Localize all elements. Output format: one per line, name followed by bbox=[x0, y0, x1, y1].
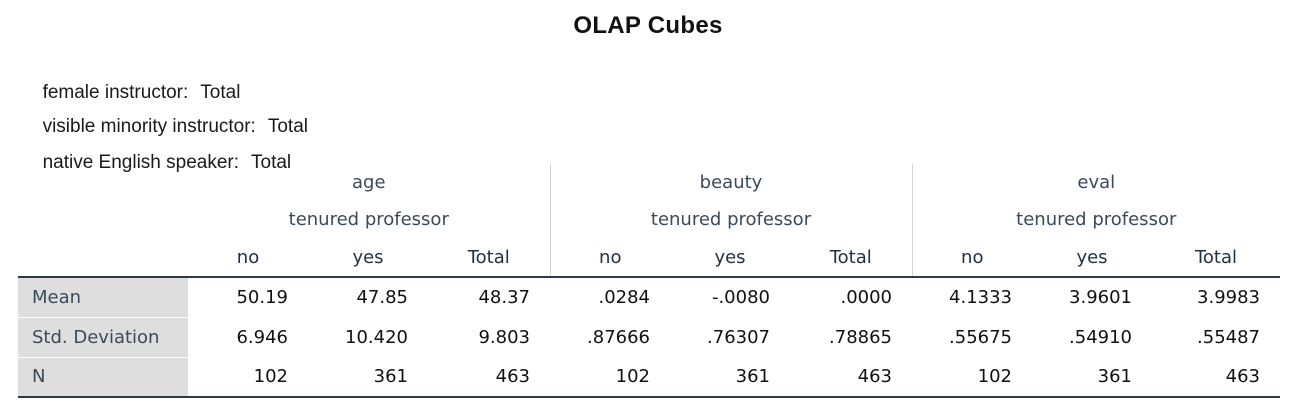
table-cell: .78865 bbox=[829, 326, 892, 348]
table-cell: 361 bbox=[670, 357, 790, 398]
table-cell: .55675 bbox=[949, 326, 1012, 348]
layer-label: native English speaker: bbox=[42, 152, 240, 173]
table-cell: 4.1333 bbox=[949, 287, 1012, 308]
table-row-std-deviation: Std. Deviation 6.946 10.420 9.803 .87666… bbox=[18, 317, 1280, 358]
level-header-yes: yes bbox=[714, 246, 746, 268]
level-header-no: no bbox=[549, 238, 670, 277]
table-cell: .87666 bbox=[587, 326, 650, 348]
table-cell: .76307 bbox=[707, 326, 770, 348]
table-cell: 102 bbox=[912, 357, 1032, 398]
table-row-mean: Mean 50.19 47.85 48.37 .0284 -.0080 .000… bbox=[18, 277, 1280, 318]
table-cell: .0000 bbox=[840, 287, 892, 308]
table-cell: 102 bbox=[550, 357, 670, 398]
row-label: Std. Deviation bbox=[18, 317, 188, 358]
variable-header-eval: eval bbox=[911, 164, 1281, 201]
row-label: Mean bbox=[18, 277, 188, 318]
level-header-total: Total bbox=[1194, 246, 1238, 268]
table-cell: .0284 bbox=[598, 287, 650, 308]
level-header-yes: yes bbox=[1076, 246, 1108, 268]
level-header-total: Total bbox=[829, 246, 872, 268]
grouping-header: tenured professor bbox=[288, 209, 449, 230]
table-cell: 50.19 bbox=[236, 287, 288, 308]
layer-label: visible minority instructor: bbox=[42, 116, 256, 137]
table-cell: -.0080 bbox=[711, 287, 770, 308]
table-cell: 48.37 bbox=[478, 287, 530, 308]
table-cell: .55487 bbox=[1197, 326, 1261, 348]
table-cell: 463 bbox=[428, 357, 550, 398]
table-row-n: N 102 361 463 102 361 463 102 361 463 bbox=[18, 357, 1281, 398]
table-cell: 463 bbox=[1152, 357, 1281, 398]
table-cell: 6.946 bbox=[236, 326, 288, 348]
grouping-header: tenured professor bbox=[549, 201, 912, 238]
page-title: OLAP Cubes bbox=[573, 12, 723, 39]
level-header-no: no bbox=[911, 238, 1032, 277]
corner-cell bbox=[18, 238, 188, 277]
layer-value: Total bbox=[251, 152, 292, 173]
layer-visible-minority-instructor: visible minority instructor: Total bbox=[32, 94, 308, 138]
table-cell: 102 bbox=[188, 357, 308, 398]
table-cell: 9.803 bbox=[478, 326, 530, 348]
level-header-total: Total bbox=[467, 246, 510, 268]
layer-female-instructor: female instructor: Total bbox=[32, 60, 241, 104]
table-cell: 3.9601 bbox=[1069, 287, 1132, 308]
level-header-no: no bbox=[236, 246, 260, 268]
table-cell: 463 bbox=[790, 357, 912, 398]
table-cell: .54910 bbox=[1069, 326, 1132, 348]
variable-header-age: age bbox=[351, 172, 386, 193]
layer-value: Total bbox=[200, 82, 241, 103]
row-label: N bbox=[18, 357, 188, 398]
layer-label: female instructor: bbox=[42, 82, 189, 103]
corner-cell bbox=[18, 201, 188, 238]
table-cell: 47.85 bbox=[356, 287, 408, 308]
table-cell: 10.420 bbox=[345, 326, 408, 348]
grouping-header: tenured professor bbox=[911, 201, 1281, 238]
corner-cell bbox=[18, 164, 188, 201]
olap-cubes-table: age beauty eval tenured professor tenure… bbox=[18, 164, 1281, 398]
variable-header-beauty: beauty bbox=[549, 164, 912, 201]
table-cell: 3.9983 bbox=[1197, 287, 1261, 308]
table-cell: 361 bbox=[308, 357, 428, 398]
layer-native-english-speaker: native English speaker: Total bbox=[32, 130, 292, 174]
level-header-yes: yes bbox=[352, 246, 384, 268]
table-cell: 361 bbox=[1032, 357, 1152, 398]
layer-value: Total bbox=[267, 116, 308, 137]
